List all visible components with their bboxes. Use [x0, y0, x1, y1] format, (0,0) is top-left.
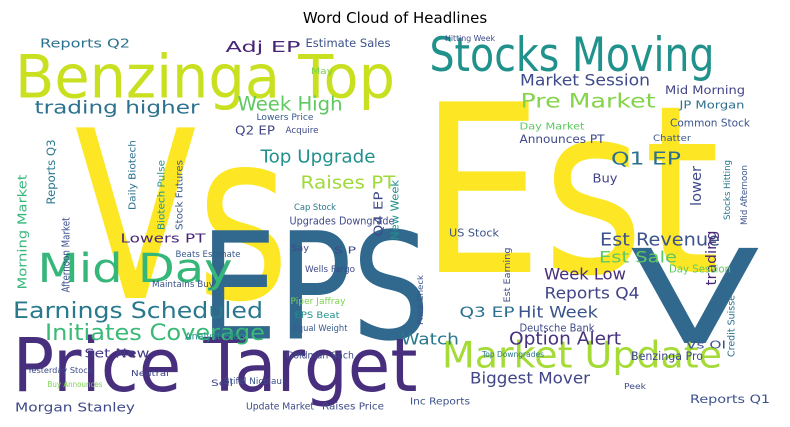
- chart-title: Word Cloud of Headlines: [303, 9, 487, 27]
- word: Wells Fargo: [305, 265, 355, 275]
- word: Reports Q2: [40, 36, 130, 51]
- word: Buy: [593, 171, 619, 186]
- word: Common Stock: [670, 117, 751, 130]
- word: Peek: [624, 381, 646, 391]
- word: Top Downgrades: [481, 349, 544, 359]
- word: Morning Market: [15, 174, 30, 289]
- word: Deutsche Bank: [520, 322, 596, 335]
- word: Estimate Sales: [306, 36, 391, 50]
- word: Acquire: [286, 126, 319, 136]
- word: Hitting Week: [445, 33, 495, 43]
- word: Day Session: [669, 263, 731, 276]
- word: Hit Week: [518, 303, 599, 322]
- word: V: [630, 222, 760, 374]
- word: Equal Weight: [293, 324, 348, 334]
- word: Lowers PT: [121, 231, 206, 246]
- word: Stocks Moving: [430, 29, 715, 83]
- word: Inc Reports: [410, 397, 470, 408]
- word: Est Sale: [599, 248, 677, 267]
- word: Goldman Sach: [286, 351, 354, 362]
- word: Est Earning: [503, 248, 513, 303]
- word: Cap Stock: [294, 203, 337, 213]
- word: Update Market: [246, 402, 314, 413]
- word: Benzinga Pro: [631, 349, 703, 363]
- word: Raises PT: [301, 173, 397, 194]
- word: Initiates Coverage: [45, 320, 265, 346]
- word: Q2 EP: [235, 123, 275, 138]
- word: Pre Market: [521, 90, 656, 113]
- word: New Week: [389, 179, 402, 240]
- word: Sell: [211, 379, 233, 389]
- word: Mid Morning: [665, 83, 745, 97]
- word: Set New: [85, 346, 150, 361]
- word: trading: [704, 231, 720, 286]
- word: Analyst Blog: [185, 332, 245, 343]
- word: Daily Biotech: [128, 140, 139, 210]
- word: Raises Price: [322, 402, 384, 413]
- word: Q1 EP: [611, 149, 681, 170]
- word: Vs: [75, 82, 290, 354]
- cloud-area: [12, 32, 780, 418]
- word: Adj EP: [226, 38, 301, 56]
- word: Buy Announces: [48, 379, 103, 389]
- word: May: [311, 67, 334, 77]
- word: Announces PT: [520, 132, 606, 146]
- word: Maintains Buy: [152, 280, 215, 290]
- word: Neutral: [131, 368, 169, 378]
- word: Stifel Nicolau: [224, 377, 282, 387]
- word: Mid Afternoon: [740, 165, 750, 225]
- word: Watch: [401, 330, 459, 349]
- word: Reports Q1: [690, 392, 770, 406]
- word: Benzinga Top: [15, 44, 395, 113]
- word: Morgan Stanley: [15, 400, 136, 415]
- word: US Stock: [449, 227, 500, 240]
- word: Biggest Mover: [470, 369, 590, 388]
- word: Yesterday Stock: [26, 365, 92, 375]
- word: Mid Day: [38, 244, 233, 292]
- word: Market Session: [520, 71, 650, 90]
- word: Day Market: [520, 122, 585, 133]
- word: Stocks Hitting: [723, 160, 733, 220]
- word: Week High: [238, 93, 343, 116]
- word: Biotech Pulse: [157, 160, 168, 230]
- word: Beats Estimate: [176, 250, 241, 260]
- word: Afternoon Market: [60, 218, 73, 293]
- word: Reports Q3: [44, 140, 58, 205]
- word: Credit Suisse: [727, 295, 738, 357]
- word: Reports Q4: [545, 284, 640, 303]
- word: Earnings Scheduled: [13, 298, 263, 324]
- word: Price Check: [415, 275, 425, 325]
- word: Top Upgrade: [259, 147, 375, 168]
- word: Est: [420, 56, 720, 328]
- word: EPS Beat: [295, 311, 341, 321]
- word: lower: [689, 166, 705, 206]
- word: EPS: [200, 202, 430, 375]
- word: Lowers Price: [257, 113, 314, 123]
- word: Vs OI: [686, 339, 726, 352]
- word: Q4 EP: [371, 191, 386, 236]
- word: Upgrades Downgrade: [290, 215, 395, 228]
- word: Week Low: [544, 265, 626, 284]
- word: S P: [334, 246, 356, 257]
- word: Q3 EP: [460, 305, 515, 321]
- word: Stock Futures: [175, 160, 186, 230]
- word: Say: [291, 244, 310, 254]
- word: Chatter: [653, 134, 691, 144]
- word: Option Alert: [509, 329, 621, 350]
- word: Est Revenue: [600, 230, 720, 251]
- word: Piper Jaffray: [291, 297, 347, 307]
- word: Market Update: [442, 334, 722, 377]
- word: Price Target: [13, 323, 418, 409]
- word: trading higher: [35, 98, 201, 119]
- word: JP Morgan: [678, 99, 744, 112]
